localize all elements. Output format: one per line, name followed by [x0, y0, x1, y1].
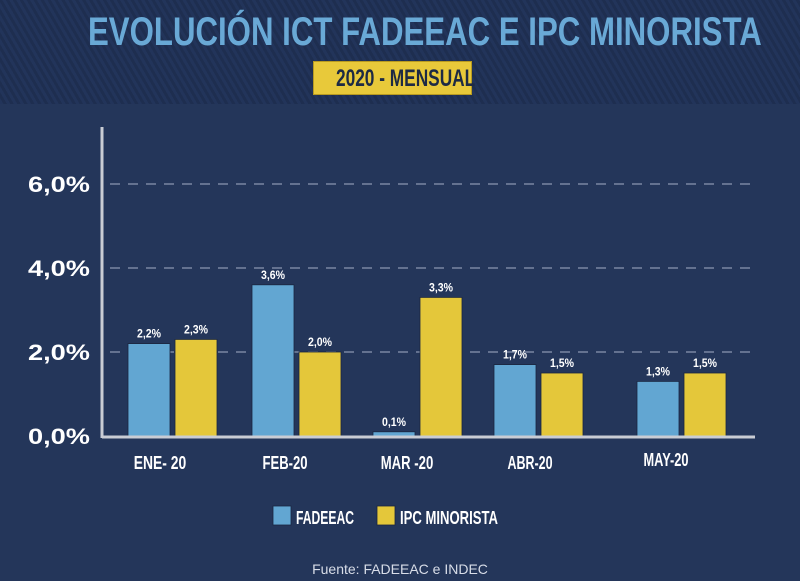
legend-swatch-fadeeac — [272, 505, 292, 526]
header-banner: EVOLUCIÓN ICT FADEEAC E IPC MINORISTA 20… — [0, 0, 800, 104]
x-category-label: FEB-20 — [263, 453, 308, 473]
source-note: Fuente: FADEEAC e INDEC — [312, 561, 488, 577]
subtitle-badge: 2020 - MENSUAL — [313, 61, 475, 95]
legend-label-ipc: IPC MINORISTA — [400, 508, 498, 528]
x-category-label: MAR -20 — [381, 453, 434, 473]
x-category-label: ENE- 20 — [134, 453, 187, 473]
bar-ipc — [683, 372, 727, 437]
data-label: 3,6% — [261, 268, 285, 282]
bar-ipc — [174, 338, 218, 437]
data-label: 1,5% — [550, 356, 574, 370]
y-tick-label: 2,0% — [28, 340, 90, 365]
bar-ipc — [540, 372, 584, 437]
data-label: 1,5% — [693, 356, 717, 370]
bar-fadeeac — [493, 364, 537, 437]
x-category-label: MAY-20 — [644, 450, 689, 470]
data-label: 2,0% — [308, 335, 332, 349]
legend-swatch-ipc — [376, 505, 396, 526]
data-label: 1,3% — [646, 364, 670, 378]
bar-fadeeac — [251, 284, 295, 437]
x-category-label: ABR-20 — [508, 453, 553, 473]
chart-title: EVOLUCIÓN ICT FADEEAC E IPC MINORISTA — [88, 10, 762, 54]
data-label: 1,7% — [503, 348, 527, 362]
bar-fadeeac — [636, 380, 680, 437]
bar-fadeeac — [372, 431, 416, 437]
y-tick-label: 4,0% — [28, 256, 90, 281]
bar-ipc — [419, 296, 463, 437]
bar-ipc — [298, 351, 342, 437]
data-label: 2,2% — [137, 327, 161, 341]
y-tick-label: 6,0% — [28, 172, 90, 197]
y-tick-label: 0,0% — [28, 424, 90, 449]
data-label: 3,3% — [429, 280, 453, 294]
data-label: 0,1% — [382, 415, 406, 429]
bar-fadeeac — [127, 343, 171, 437]
data-label: 2,3% — [184, 322, 208, 336]
legend-label-fadeeac: FADEEAC — [296, 508, 354, 528]
